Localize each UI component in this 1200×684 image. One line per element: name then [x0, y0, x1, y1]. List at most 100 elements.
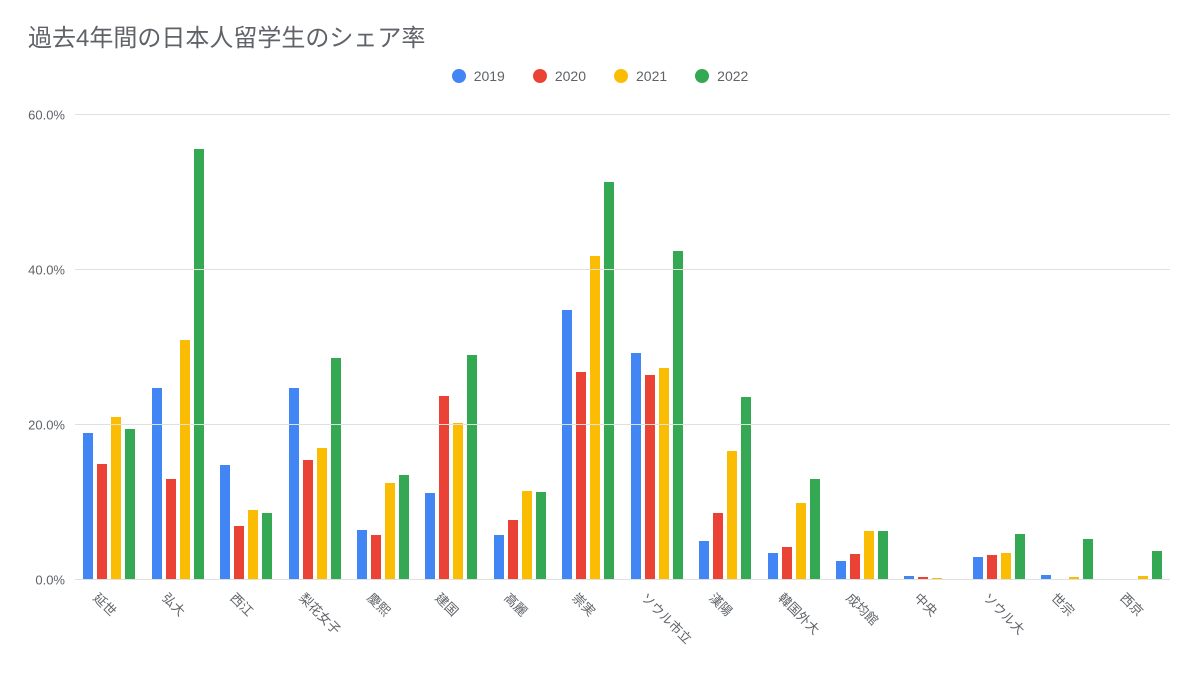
legend-item[interactable]: 2019: [452, 68, 505, 84]
legend-label: 2019: [474, 68, 505, 84]
chart-container: 過去4年間の日本人留学生のシェア率 2019202020212022 延世弘大西…: [0, 0, 1200, 684]
bar[interactable]: [810, 479, 820, 580]
bar[interactable]: [522, 491, 532, 580]
x-axis-label: 漢陽: [706, 588, 738, 620]
bar[interactable]: [782, 547, 792, 580]
grid-line: [75, 269, 1170, 270]
y-axis-tick: 40.0%: [28, 263, 65, 278]
y-axis-tick: 0.0%: [35, 573, 65, 588]
x-axis-label: 崇実: [569, 588, 601, 620]
legend-label: 2020: [555, 68, 586, 84]
bar[interactable]: [399, 475, 409, 580]
bar[interactable]: [727, 451, 737, 580]
bar[interactable]: [166, 479, 176, 580]
bar-group: 中央: [896, 115, 964, 580]
x-axis-label: 延世: [90, 588, 122, 620]
grid-line: [75, 424, 1170, 425]
x-axis-label: 西京: [1116, 588, 1148, 620]
bar[interactable]: [604, 182, 614, 580]
bar[interactable]: [262, 513, 272, 580]
legend-item[interactable]: 2022: [695, 68, 748, 84]
bar[interactable]: [878, 531, 888, 580]
bar-group: 成均館: [828, 115, 896, 580]
legend-swatch: [614, 69, 628, 83]
bar[interactable]: [645, 375, 655, 580]
bar[interactable]: [1083, 539, 1093, 580]
bar[interactable]: [152, 388, 162, 580]
chart-title: 過去4年間の日本人留学生のシェア率: [28, 18, 425, 53]
x-axis-label: 高麗: [500, 588, 532, 620]
bar[interactable]: [111, 417, 121, 580]
bar-group: 崇実: [554, 115, 622, 580]
x-axis-label: 慶熙: [364, 588, 396, 620]
bar[interactable]: [973, 557, 983, 580]
bar-group: 西京: [1102, 115, 1170, 580]
bar[interactable]: [180, 340, 190, 580]
bar[interactable]: [836, 561, 846, 580]
x-axis-label: 成均館: [843, 588, 884, 629]
x-axis-label: 弘大: [158, 588, 190, 620]
bar[interactable]: [317, 448, 327, 580]
bar[interactable]: [220, 465, 230, 580]
bar[interactable]: [1152, 551, 1162, 580]
bar[interactable]: [425, 493, 435, 580]
x-axis-label: 中央: [911, 588, 943, 620]
bar-group: 梨花女子: [280, 115, 348, 580]
y-axis-tick: 60.0%: [28, 108, 65, 123]
bar[interactable]: [194, 149, 204, 580]
bar[interactable]: [562, 310, 572, 580]
bar[interactable]: [1001, 553, 1011, 580]
bar[interactable]: [576, 372, 586, 580]
bar-group: 建国: [417, 115, 485, 580]
bar[interactable]: [385, 483, 395, 580]
bar-group: 延世: [75, 115, 143, 580]
legend-swatch: [452, 69, 466, 83]
grid-line: [75, 579, 1170, 580]
grid-line: [75, 114, 1170, 115]
bar[interactable]: [659, 368, 669, 580]
x-axis-label: 梨花女子: [295, 588, 345, 638]
bar[interactable]: [850, 554, 860, 580]
bar[interactable]: [357, 530, 367, 580]
legend-item[interactable]: 2021: [614, 68, 667, 84]
bar-groups: 延世弘大西江梨花女子慶熙建国高麗崇実ソウル市立漢陽韓国外大成均館中央ソウル大世宗…: [75, 115, 1170, 580]
bar[interactable]: [467, 355, 477, 580]
bar[interactable]: [1015, 534, 1025, 580]
bar[interactable]: [864, 531, 874, 580]
x-axis-label: 建国: [432, 588, 464, 620]
bar[interactable]: [987, 555, 997, 580]
bar-group: 弘大: [143, 115, 211, 580]
x-axis-label: ソウル大: [979, 588, 1029, 638]
bar[interactable]: [289, 388, 299, 580]
bar-group: 慶熙: [349, 115, 417, 580]
bar[interactable]: [125, 429, 135, 580]
legend-item[interactable]: 2020: [533, 68, 586, 84]
x-axis-label: ソウル市立: [637, 588, 696, 647]
legend: 2019 2020 2021 2022: [0, 68, 1200, 84]
bar[interactable]: [248, 510, 258, 580]
legend-label: 2022: [717, 68, 748, 84]
bar[interactable]: [303, 460, 313, 580]
legend-swatch: [695, 69, 709, 83]
bar[interactable]: [590, 256, 600, 580]
bar[interactable]: [713, 513, 723, 580]
bar[interactable]: [371, 535, 381, 580]
bar[interactable]: [631, 353, 641, 580]
bar[interactable]: [234, 526, 244, 580]
bar[interactable]: [768, 553, 778, 580]
bar[interactable]: [453, 423, 463, 580]
bar[interactable]: [536, 492, 546, 580]
bar[interactable]: [673, 251, 683, 580]
bar[interactable]: [331, 358, 341, 580]
bar[interactable]: [796, 503, 806, 580]
bar[interactable]: [83, 433, 93, 580]
bar-group: 韓国外大: [759, 115, 827, 580]
bar[interactable]: [97, 464, 107, 580]
bar[interactable]: [494, 535, 504, 580]
bar[interactable]: [699, 541, 709, 580]
bar[interactable]: [508, 520, 518, 580]
bar-group: ソウル市立: [623, 115, 691, 580]
bar-group: ソウル大: [965, 115, 1033, 580]
bar-group: 高麗: [486, 115, 554, 580]
plot-area: 延世弘大西江梨花女子慶熙建国高麗崇実ソウル市立漢陽韓国外大成均館中央ソウル大世宗…: [75, 115, 1170, 580]
